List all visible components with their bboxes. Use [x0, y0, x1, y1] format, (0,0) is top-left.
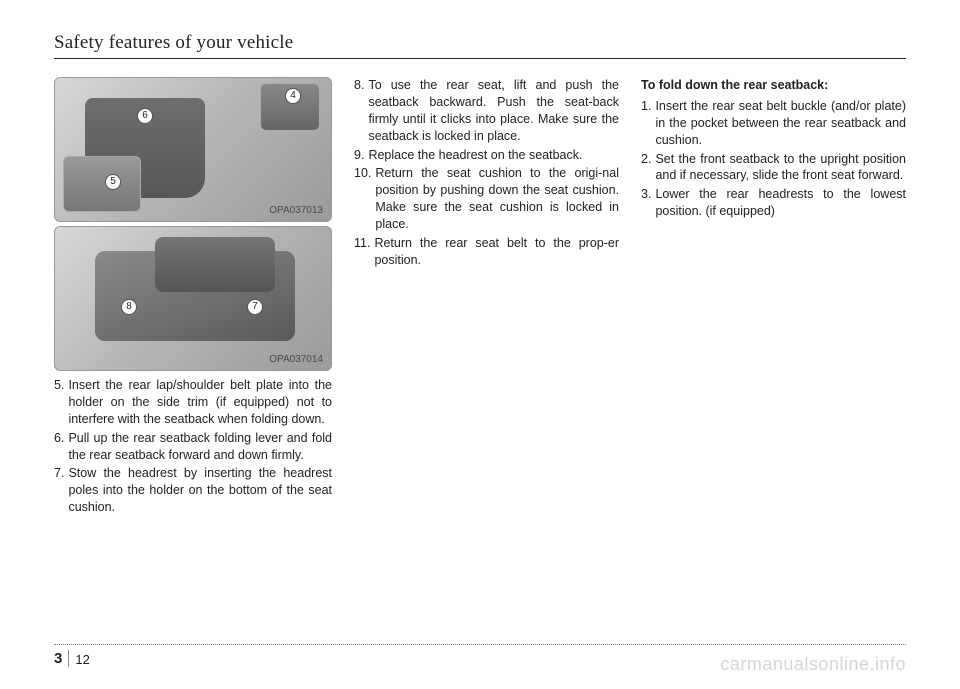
figure-1: 4 6 5 OPA037013 — [54, 77, 332, 222]
page: Safety features of your vehicle 4 6 5 OP… — [0, 0, 960, 518]
list-item: 7. Stow the headrest by inserting the he… — [54, 465, 332, 516]
col3-steps: 1. Insert the rear seat belt buckle (and… — [641, 98, 906, 220]
step-text: Set the front seatback to the upright po… — [655, 151, 906, 185]
step-number: 10. — [354, 165, 371, 233]
content-columns: 4 6 5 OPA037013 8 7 OPA037014 5. Insert … — [54, 77, 906, 518]
header-title: Safety features of your vehicle — [54, 32, 906, 54]
list-item: 2. Set the front seatback to the upright… — [641, 151, 906, 185]
list-item: 8. To use the rear seat, lift and push t… — [354, 77, 619, 145]
step-text: Return the seat cushion to the origi-nal… — [375, 165, 619, 233]
step-text: Insert the rear seat belt buckle (and/or… — [655, 98, 906, 149]
figure-code: OPA037013 — [269, 204, 323, 218]
step-number: 6. — [54, 430, 64, 464]
figure-inset — [63, 156, 141, 212]
list-item: 1. Insert the rear seat belt buckle (and… — [641, 98, 906, 149]
callout-8: 8 — [121, 299, 137, 315]
step-number: 7. — [54, 465, 64, 516]
list-item: 10. Return the seat cushion to the origi… — [354, 165, 619, 233]
step-number: 2. — [641, 151, 651, 185]
page-number: 3 12 — [54, 650, 90, 667]
page-number-value: 12 — [75, 652, 89, 667]
footer-divider — [54, 644, 906, 645]
step-text: Return the rear seat belt to the prop-er… — [374, 235, 619, 269]
column-1: 4 6 5 OPA037013 8 7 OPA037014 5. Insert … — [54, 77, 332, 518]
step-number: 1. — [641, 98, 651, 149]
step-number: 3. — [641, 186, 651, 220]
subheading: To fold down the rear seatback: — [641, 77, 906, 94]
step-number: 11. — [354, 235, 370, 269]
col2-steps: 8. To use the rear seat, lift and push t… — [354, 77, 619, 269]
step-text: Replace the headrest on the seatback. — [368, 147, 619, 164]
step-text: Lower the rear headrests to the lowest p… — [655, 186, 906, 220]
column-3: To fold down the rear seatback: 1. Inser… — [641, 77, 906, 518]
step-number: 9. — [354, 147, 364, 164]
step-text: Pull up the rear seatback folding lever … — [68, 430, 332, 464]
list-item: 9. Replace the headrest on the seatback. — [354, 147, 619, 164]
callout-7: 7 — [247, 299, 263, 315]
list-item: 11. Return the rear seat belt to the pro… — [354, 235, 619, 269]
callout-5: 5 — [105, 174, 121, 190]
callout-6: 6 — [137, 108, 153, 124]
watermark: carmanualsonline.info — [720, 654, 906, 675]
step-number: 5. — [54, 377, 64, 428]
list-item: 6. Pull up the rear seatback folding lev… — [54, 430, 332, 464]
figure-2: 8 7 OPA037014 — [54, 226, 332, 371]
step-text: Insert the rear lap/shoulder belt plate … — [68, 377, 332, 428]
step-text: To use the rear seat, lift and push the … — [368, 77, 619, 145]
step-number: 8. — [354, 77, 364, 145]
figure-shape — [155, 237, 275, 292]
list-item: 3. Lower the rear headrests to the lowes… — [641, 186, 906, 220]
callout-4: 4 — [285, 88, 301, 104]
page-header: Safety features of your vehicle — [54, 32, 906, 59]
step-text: Stow the headrest by inserting the headr… — [68, 465, 332, 516]
list-item: 5. Insert the rear lap/shoulder belt pla… — [54, 377, 332, 428]
figure-code: OPA037014 — [269, 353, 323, 367]
column-2: 8. To use the rear seat, lift and push t… — [354, 77, 619, 518]
col1-steps: 5. Insert the rear lap/shoulder belt pla… — [54, 377, 332, 516]
chapter-number: 3 — [54, 650, 69, 667]
